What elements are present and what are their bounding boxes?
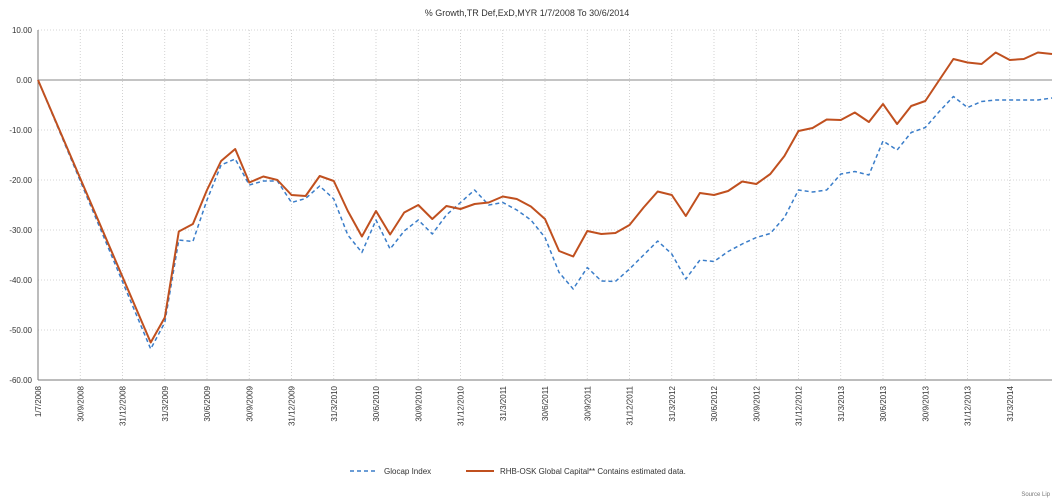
- x-tick-label: 30/9/2013: [921, 385, 930, 421]
- x-tick-label: 1/7/2008: [34, 385, 43, 417]
- y-tick-label: -40.00: [9, 276, 32, 285]
- x-axis-ticks: 1/7/2008 30/9/2008 31/12/2008 31/3/2009 30/6…: [34, 385, 1015, 426]
- chart-title: % Growth,TR Def,ExD,MYR 1/7/2008 To 30/6…: [425, 8, 629, 18]
- legend-note: * Contains estimated data.: [592, 467, 686, 476]
- x-tick-label: 31/3/2013: [837, 385, 846, 421]
- legend-label-glocap: Glocap Index: [384, 467, 431, 476]
- x-tick-label: 31/12/2011: [626, 385, 635, 425]
- x-tick-label: 31/3/2012: [668, 385, 677, 421]
- y-tick-label: 0.00: [16, 76, 32, 85]
- y-tick-label: 10.00: [12, 26, 33, 35]
- y-axis-ticks: 10.00 0.00 -10.00 -20.00 -30.00 -40.00 -50.00 -…: [9, 26, 32, 385]
- series-line-glocap: [37, 79, 1053, 350]
- x-tick-label: 30/9/2012: [752, 385, 761, 421]
- x-tick-label: 31/3/2011: [499, 385, 508, 421]
- x-tick-label: 31/12/2012: [795, 385, 804, 426]
- x-tick-label: 31/12/2013: [964, 385, 973, 426]
- legend-label-rhb: RHB-OSK Global Capital*: [500, 467, 592, 476]
- x-tick-label: 30/6/2011: [541, 385, 550, 421]
- source-label: Source Lip: [1021, 492, 1050, 498]
- series-lines: [37, 51, 1053, 350]
- x-tick-label: 30/9/2010: [414, 385, 423, 421]
- grid: [38, 29, 1052, 381]
- x-tick-label: 31/12/2008: [119, 385, 128, 426]
- y-tick-label: -10.00: [9, 126, 32, 135]
- x-tick-label: 31/12/2009: [288, 385, 297, 426]
- legend: Glocap Index RHB-OSK Global Capital* * C…: [350, 467, 686, 476]
- x-tick-label: 31/3/2010: [330, 385, 339, 421]
- y-tick-label: -60.00: [9, 376, 32, 385]
- x-tick-label: 30/9/2009: [245, 385, 254, 421]
- y-tick-label: -30.00: [9, 226, 32, 235]
- x-tick-label: 31/3/2009: [161, 385, 170, 421]
- x-tick-label: 31/12/2010: [457, 385, 466, 426]
- x-tick-label: 30/9/2008: [76, 385, 85, 421]
- x-tick-label: 30/6/2009: [203, 385, 212, 421]
- y-tick-label: -20.00: [9, 176, 32, 185]
- x-tick-label: 31/3/2014: [1006, 385, 1015, 421]
- y-tick-label: -50.00: [9, 326, 32, 335]
- x-tick-label: 30/6/2012: [710, 385, 719, 421]
- series-line-rhb: [37, 51, 1053, 344]
- x-tick-label: 30/6/2013: [879, 385, 888, 421]
- axes: [37, 30, 1052, 381]
- x-tick-label: 30/9/2011: [583, 385, 592, 421]
- x-tick-label: 30/6/2010: [372, 385, 381, 421]
